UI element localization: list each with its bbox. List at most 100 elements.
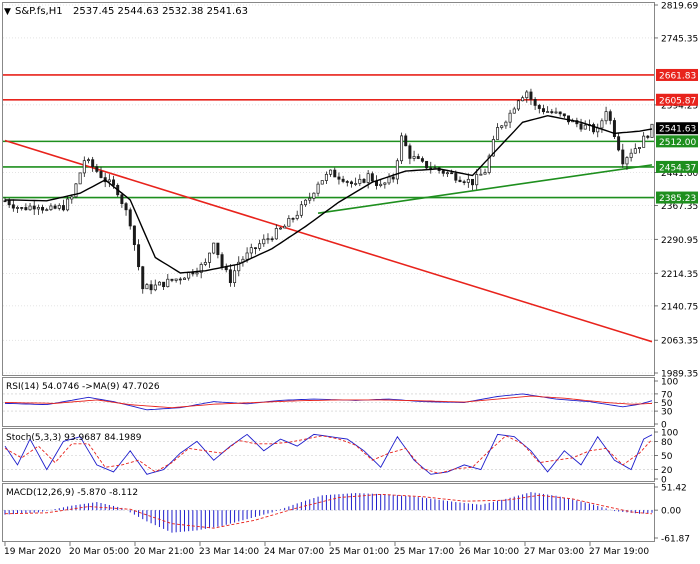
candle-body xyxy=(345,181,349,183)
candle-body xyxy=(20,207,24,209)
rsi-label: RSI(14) 54.0746 ->MA(9) 47.7026 xyxy=(6,382,160,392)
candle-body xyxy=(178,278,182,281)
menu-triangle-icon[interactable]: ▼ xyxy=(4,7,11,17)
candle-body xyxy=(500,125,504,128)
candle-body xyxy=(291,218,295,220)
candle-body xyxy=(258,243,262,249)
candle-body xyxy=(124,203,128,211)
candle-body xyxy=(525,91,529,99)
candle-body xyxy=(195,272,199,275)
price-tick-label: 2367.35 xyxy=(661,202,698,212)
stoch-tick-label: 100 xyxy=(661,429,678,439)
candle-body xyxy=(646,135,650,138)
candle-body xyxy=(562,113,566,117)
candle-body xyxy=(137,244,141,268)
candle-body xyxy=(53,205,57,209)
candle-body xyxy=(203,262,207,265)
candle-body xyxy=(16,207,20,209)
candle-body xyxy=(341,178,345,182)
candle-body xyxy=(316,183,320,194)
x-tick-label: 25 Mar 17:00 xyxy=(394,547,454,557)
candle-body xyxy=(521,97,525,102)
price-tag xyxy=(656,160,698,173)
candle-body xyxy=(324,173,328,181)
candle-body xyxy=(400,135,404,162)
candle-body xyxy=(82,160,86,174)
candle-body xyxy=(629,152,633,158)
macd-signal-line xyxy=(5,493,653,529)
candle-body xyxy=(487,155,491,173)
price-tag xyxy=(656,135,698,148)
candle-body xyxy=(333,169,337,178)
candle-body xyxy=(279,227,282,230)
price-tag xyxy=(656,68,698,81)
x-tick-label: 19 Mar 2020 xyxy=(4,547,61,557)
moving-average-line xyxy=(4,114,653,274)
candle-body xyxy=(3,200,7,203)
x-tick-label: 20 Mar 05:00 xyxy=(69,547,129,557)
candle-body xyxy=(567,115,571,123)
candle-body xyxy=(41,206,45,211)
candle-body xyxy=(170,278,174,281)
price-tag-label: 2541.63 xyxy=(659,125,696,135)
candle-body xyxy=(637,147,641,149)
candle-body xyxy=(349,181,353,185)
x-tick-label: 24 Mar 07:00 xyxy=(264,547,324,557)
price-tick-label: 2745.35 xyxy=(661,34,698,44)
candle-body xyxy=(483,172,487,175)
candle-body xyxy=(70,196,74,200)
candle-body xyxy=(304,199,308,206)
candle-body xyxy=(383,182,387,185)
candle-body xyxy=(370,173,374,182)
trendline xyxy=(317,164,653,214)
candle-body xyxy=(36,206,40,210)
candle-body xyxy=(412,156,416,159)
candle-body xyxy=(208,252,212,263)
stoch-tick-label: 80 xyxy=(661,438,673,448)
price-tag-label: 2385.23 xyxy=(659,194,696,204)
stoch-tick-label: 50 xyxy=(661,452,673,462)
rsi-tick-label: 100 xyxy=(661,378,678,388)
candle-body xyxy=(441,170,445,174)
rsi-panel xyxy=(2,377,655,427)
price-tag-label: 2512.00 xyxy=(659,138,696,148)
candle-body xyxy=(650,123,654,138)
candle-body xyxy=(237,261,241,272)
candle-body xyxy=(153,284,157,291)
candle-body xyxy=(78,172,82,185)
candle-body xyxy=(49,205,53,210)
candle-body xyxy=(329,169,333,175)
candle-body xyxy=(299,204,303,216)
trendline xyxy=(4,139,653,343)
macd-label: MACD(12,26,9) -5.870 -8.112 xyxy=(6,488,138,498)
rsi-tick-label: 0 xyxy=(661,421,667,431)
x-tick-label: 20 Mar 21:00 xyxy=(134,547,194,557)
candle-body xyxy=(28,205,32,211)
candle-body xyxy=(270,238,274,241)
candle-body xyxy=(61,205,65,211)
candle-body xyxy=(162,281,166,288)
candle-body xyxy=(537,105,541,109)
symbol-label: S&P.fs,H1 xyxy=(15,6,63,17)
candle-body xyxy=(475,174,479,186)
stoch-label: Stoch(5,3,3) 93.9687 84.1989 xyxy=(6,433,142,443)
price-panel xyxy=(2,2,655,376)
price-tick-label: 2441.60 xyxy=(661,169,698,179)
candle-body xyxy=(74,183,78,198)
price-tag-label: 2661.83 xyxy=(659,71,696,81)
price-tag xyxy=(656,122,698,135)
candle-body xyxy=(249,247,253,254)
candle-body xyxy=(408,145,412,159)
candle-body xyxy=(24,207,28,211)
candle-body xyxy=(216,242,220,255)
candle-body xyxy=(86,159,90,162)
candle-body xyxy=(245,252,249,260)
candle-body xyxy=(366,173,370,183)
candle-body xyxy=(337,176,341,180)
candle-body xyxy=(454,173,458,181)
candle-body xyxy=(425,160,429,169)
macd-tick-label: 0.00 xyxy=(661,507,681,517)
candle-body xyxy=(554,111,558,114)
candle-body xyxy=(625,157,629,165)
